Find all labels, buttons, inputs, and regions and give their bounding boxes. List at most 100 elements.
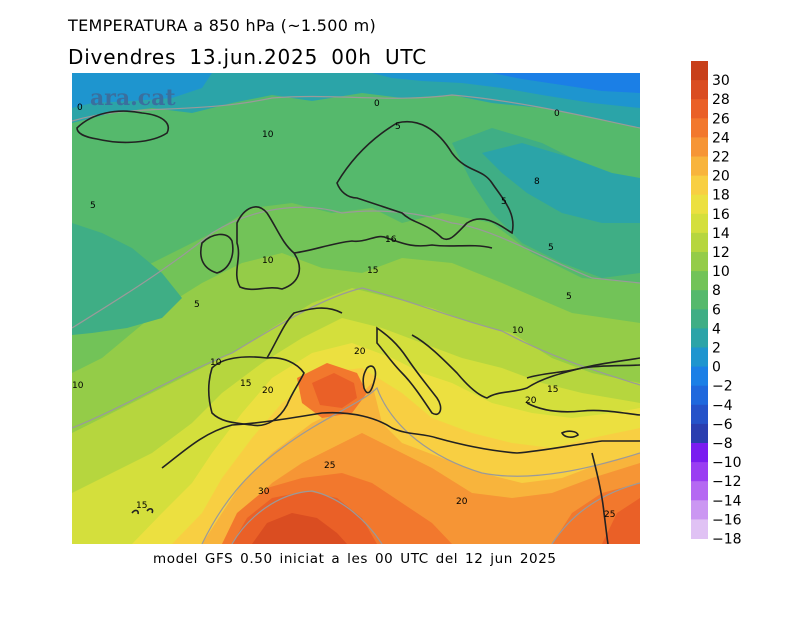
scandinavia-coast bbox=[336, 121, 514, 241]
legend-swatch bbox=[691, 80, 708, 100]
legend-label: −6 bbox=[712, 417, 733, 433]
britain-coast bbox=[236, 206, 301, 291]
contour-label: 15 bbox=[367, 266, 378, 276]
turkey-coast bbox=[526, 364, 640, 416]
map-subtitle: Divendres 13.jun.2025 00h UTC bbox=[68, 45, 427, 69]
contour-label: 30 bbox=[258, 487, 270, 497]
legend-label: −8 bbox=[712, 436, 733, 452]
legend-label: 4 bbox=[712, 321, 721, 337]
legend-swatch bbox=[691, 99, 708, 119]
legend-label: 12 bbox=[712, 245, 730, 261]
legend-swatch bbox=[691, 519, 708, 539]
contour-label: 0 bbox=[77, 103, 83, 113]
legend-swatch bbox=[691, 385, 708, 406]
legend-swatch bbox=[691, 61, 708, 81]
legend-label: 6 bbox=[712, 302, 721, 318]
legend-swatch bbox=[691, 481, 708, 501]
legend-label: −16 bbox=[712, 512, 742, 528]
legend-label: 28 bbox=[712, 92, 730, 108]
north-sea-continent bbox=[293, 235, 493, 254]
coastlines bbox=[76, 110, 640, 544]
legend-label: 14 bbox=[712, 226, 730, 242]
contour-label: 25 bbox=[324, 461, 335, 471]
legend-label: −10 bbox=[712, 455, 742, 471]
contour-label: 10 bbox=[262, 130, 274, 140]
contour-label: 5 bbox=[90, 201, 96, 211]
legend-label: 20 bbox=[712, 169, 730, 185]
legend-swatch bbox=[691, 137, 708, 157]
contour-label: 20 bbox=[525, 396, 537, 406]
legend-swatch bbox=[691, 213, 708, 234]
legend-label: 16 bbox=[712, 207, 730, 223]
contour-label: 10 bbox=[72, 381, 84, 391]
legend-label: 30 bbox=[712, 73, 730, 89]
legend-label: −4 bbox=[712, 398, 733, 414]
legend-label: 26 bbox=[712, 111, 730, 127]
contour-label: 5 bbox=[548, 243, 554, 253]
legend-swatch bbox=[691, 443, 708, 463]
nile-coast bbox=[591, 452, 609, 544]
legend-label: −18 bbox=[712, 532, 742, 548]
map-title: TEMPERATURA a 850 hPa (~1.500 m) bbox=[68, 16, 377, 35]
contour-label: 20 bbox=[354, 347, 366, 357]
contour-label: 0 bbox=[374, 99, 380, 109]
contour-label: 8 bbox=[534, 177, 540, 187]
temperature-legend: 302826242220181614121086420−2−4−6−8−10−1… bbox=[691, 61, 742, 548]
legend-swatch bbox=[691, 232, 708, 253]
legend-swatch bbox=[691, 423, 708, 444]
contour-lines bbox=[72, 94, 640, 544]
legend-label: 2 bbox=[712, 341, 721, 357]
legend-label: −2 bbox=[712, 379, 733, 395]
legend-swatch bbox=[691, 309, 708, 329]
ireland-coast bbox=[200, 233, 234, 274]
contour-label: 10 bbox=[512, 326, 524, 336]
temp-band-26-east bbox=[602, 498, 640, 544]
corsica-sardinia bbox=[362, 365, 377, 394]
north-africa-coast bbox=[161, 411, 640, 469]
legend-swatch bbox=[691, 156, 708, 177]
legend-swatch bbox=[691, 328, 708, 348]
canaries bbox=[131, 508, 154, 515]
cyprus bbox=[560, 430, 579, 438]
contour-label: 20 bbox=[456, 497, 468, 507]
contour-label: 15 bbox=[240, 379, 251, 389]
temp-band-cool-east bbox=[482, 143, 640, 223]
contour-labels: 0 0 0 5 10 5 10 5 5 10 15 5 10 10 15 20 … bbox=[72, 99, 615, 520]
contour-label: 5 bbox=[395, 122, 401, 132]
contour-label: 15 bbox=[547, 385, 558, 395]
contour-label: 5 bbox=[194, 300, 200, 310]
legend-label: 8 bbox=[712, 283, 721, 299]
legend-label: 10 bbox=[712, 264, 730, 280]
legend-swatch bbox=[691, 194, 708, 215]
legend-label: 18 bbox=[712, 188, 730, 204]
legend-label: −12 bbox=[712, 474, 742, 490]
temp-band-3 bbox=[72, 223, 182, 335]
legend-label: −14 bbox=[712, 493, 742, 509]
legend-swatch bbox=[691, 347, 708, 368]
temp-band-neg4 bbox=[492, 73, 640, 93]
temperature-map: ara.cat 0 0 0 5 10 5 10 5 5 10 15 5 10 1… bbox=[72, 73, 640, 544]
legend-label: 24 bbox=[712, 130, 730, 146]
legend-swatch bbox=[691, 290, 708, 310]
model-info: model GFS 0.50 iniciat a les 00 UTC del … bbox=[153, 551, 557, 567]
legend-swatch bbox=[691, 366, 708, 387]
contour-label: 20 bbox=[262, 386, 274, 396]
legend-swatch bbox=[691, 271, 708, 291]
legend-swatch bbox=[691, 462, 708, 482]
contour-label: 0 bbox=[554, 109, 560, 119]
legend-label: 0 bbox=[712, 360, 721, 376]
france-coast bbox=[266, 307, 343, 359]
legend-label: 22 bbox=[712, 150, 730, 166]
contour-label: 5 bbox=[501, 197, 507, 207]
italy-coast bbox=[376, 326, 442, 416]
watermark-logo: ara.cat bbox=[90, 85, 176, 111]
legend-swatch bbox=[691, 175, 708, 196]
legend-swatch bbox=[691, 118, 708, 138]
contour-label: 15 bbox=[136, 501, 147, 511]
contour-label: 10 bbox=[262, 256, 274, 266]
contour-label: 16 bbox=[385, 235, 397, 245]
contour-label: 25 bbox=[604, 510, 615, 520]
contour-label: 5 bbox=[566, 292, 572, 302]
contour-label: 10 bbox=[210, 358, 222, 368]
temp-band-28 bbox=[252, 513, 347, 544]
